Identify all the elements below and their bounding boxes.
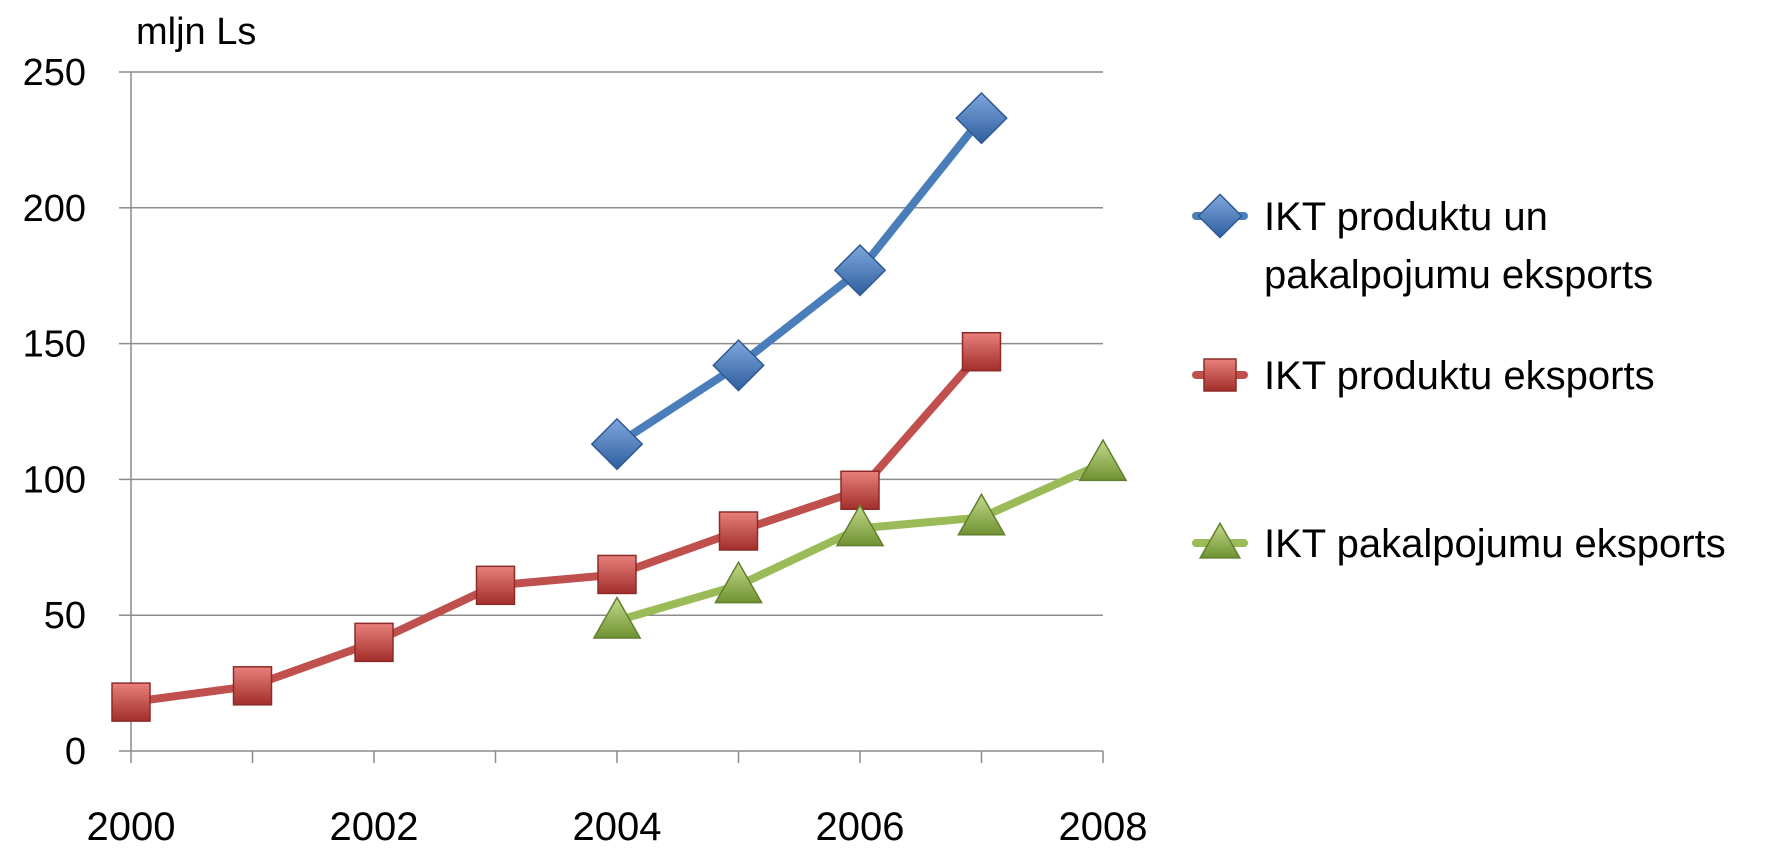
x-tick-label-2006: 2006: [816, 805, 905, 846]
data-point-triangle-2007: [957, 492, 1006, 536]
data-point-square-2002: [354, 622, 394, 663]
data-point-square-2005: [718, 511, 759, 551]
legend-label-square: IKT produktu eksports: [1264, 354, 1655, 398]
y-tick-label-50: 50: [44, 595, 86, 637]
series-line-diamond: [613, 114, 986, 449]
data-point-diamond-2004: [590, 417, 644, 471]
data-point-square-2004: [597, 554, 637, 595]
y-tick-label-150: 150: [23, 324, 86, 366]
data-point-square-2001: [232, 666, 273, 706]
x-tick-label-2000: 2000: [87, 805, 176, 846]
y-tick-label-200: 200: [23, 188, 86, 230]
data-point-diamond-2007: [955, 91, 1008, 145]
data-point-diamond-2006: [833, 244, 887, 297]
x-tick-label-2004: 2004: [573, 805, 662, 846]
y-tick-label-250: 250: [23, 52, 86, 94]
data-point-triangle-2008: [1078, 438, 1128, 482]
data-point-square-2000: [111, 682, 151, 722]
y-tick-label-0: 0: [65, 731, 86, 773]
data-point-triangle-2005: [714, 560, 763, 604]
data-point-triangle-2006: [835, 503, 885, 547]
data-point-square-2003: [475, 565, 516, 606]
legend-label-diamond-line2: pakalpojumu eksports: [1264, 253, 1653, 297]
y-axis-unit-label: mljn Ls: [136, 11, 256, 53]
x-tick-label-2002: 2002: [330, 805, 419, 846]
legend-marker-diamond: [1197, 193, 1243, 239]
series-line-square: [127, 347, 986, 707]
data-point-square-2007: [961, 331, 1002, 372]
data-point-square-2006: [840, 470, 880, 511]
x-tick-label-2008: 2008: [1059, 805, 1148, 846]
legend-marker-triangle: [1198, 521, 1242, 559]
data-point-triangle-2004: [592, 596, 642, 639]
legend-marker-square: [1203, 358, 1237, 392]
y-tick-label-100: 100: [23, 459, 86, 501]
legend-label-diamond: IKT produktu un: [1264, 195, 1548, 239]
data-point-diamond-2005: [712, 339, 765, 392]
legend-label-triangle: IKT pakalpojumu eksports: [1264, 522, 1726, 566]
